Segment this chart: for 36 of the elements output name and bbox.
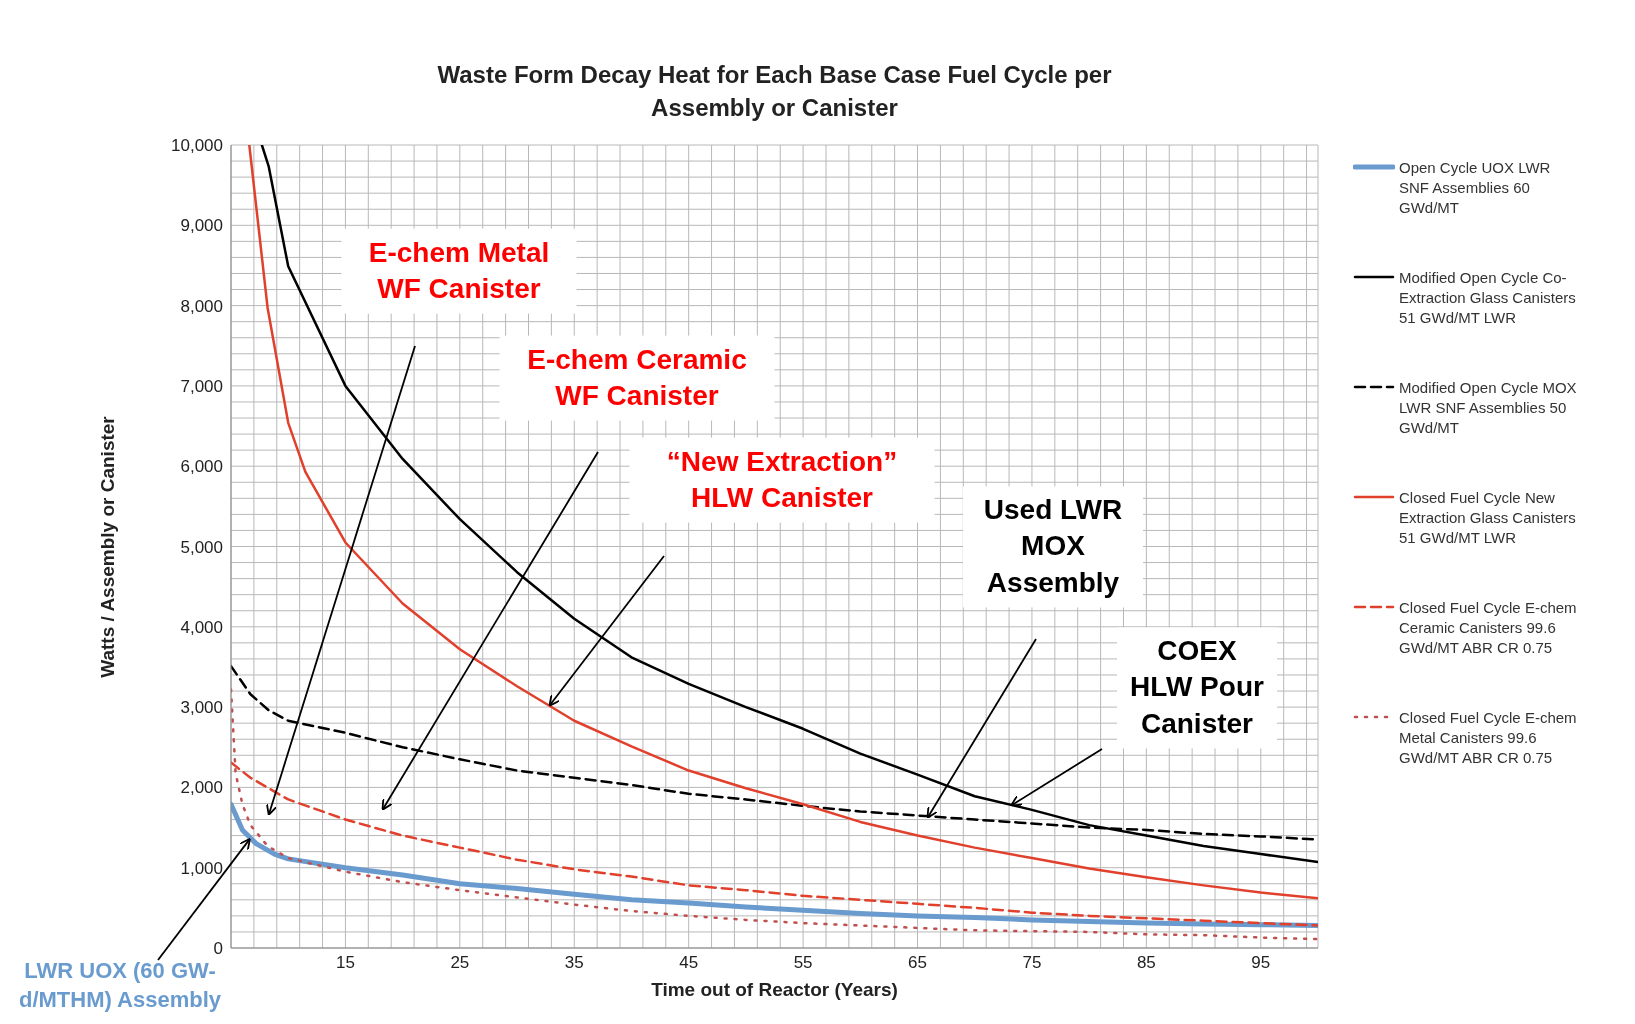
x-tick-label: 35 (564, 953, 584, 973)
x-tick-label: 95 (1251, 953, 1271, 973)
line-series (231, 761, 1318, 927)
annotation: E-chem Metal WF Canister (341, 228, 577, 314)
annotation: E-chem Ceramic WF Canister (499, 335, 775, 421)
y-tick-label: 3,000 (180, 698, 223, 718)
legend-label: Closed Fuel Cycle E-chem Metal Canisters 99.6 GWd/MT ABR CR 0.75 (1399, 708, 1578, 768)
legend-label: Modified Open Cycle Co-Extraction Glass Canisters 51 GWd/MT LWR (1399, 268, 1577, 328)
x-tick-label: 15 (335, 953, 355, 973)
x-tick-label: 85 (1136, 953, 1156, 973)
y-tick-label: 8,000 (180, 296, 223, 316)
legend-label: Closed Fuel Cycle E-chem Ceramic Canisters 99.6 GWd/MT ABR CR 0.75 (1399, 598, 1578, 658)
y-tick-label: 6,000 (180, 457, 223, 477)
annotation: “New Extraction” HLW Canister (629, 437, 935, 523)
x-tick-label: 55 (793, 953, 813, 973)
y-tick-label: 2,000 (180, 778, 223, 798)
y-tick-label: 9,000 (180, 216, 223, 236)
y-axis-title: Watts / Assembly or Canister (97, 415, 119, 678)
legend-label: Modified Open Cycle MOX LWR SNF Assemblies 50 GWd/MT (1399, 378, 1578, 438)
y-tick-label: 7,000 (180, 376, 223, 396)
x-tick-label: 45 (679, 953, 699, 973)
y-tick-label: 1,000 (180, 858, 223, 878)
x-tick-label: 75 (1022, 953, 1042, 973)
legend-label: Closed Fuel Cycle New Extraction Glass Canisters 51 GWd/MT LWR (1399, 488, 1577, 548)
x-axis-title: Time out of Reactor (Years) (651, 979, 898, 1001)
legend-label: Open Cycle UOX LWR SNF Assemblies 60 GWd/MT (1399, 158, 1552, 218)
y-tick-label: 4,000 (180, 617, 223, 637)
x-tick-label: 65 (908, 953, 927, 973)
annotation: Used LWR MOX Assembly (963, 486, 1143, 608)
annotation: COEX HLW Pour Canister (1117, 627, 1277, 749)
y-tick-label: 10,000 (171, 136, 223, 156)
y-tick-label: 5,000 (180, 537, 223, 557)
y-tick-label: 0 (213, 939, 223, 959)
chart-title: Waste Form Decay Heat for Each Base Case Fuel Cycle per Assembly or Canister (436, 60, 1113, 123)
x-tick-label: 25 (450, 953, 470, 973)
annotation: LWR UOX (60 GW-d/MTHM) Assembly (17, 957, 223, 1014)
